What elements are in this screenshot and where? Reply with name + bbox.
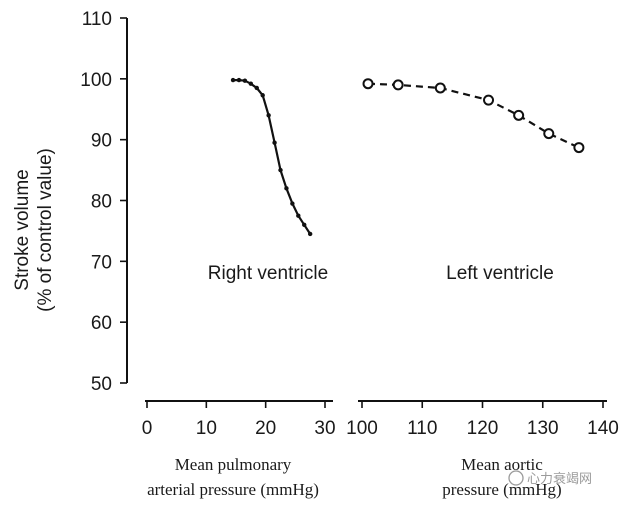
x-tick-label: 10 [196,418,217,439]
panel-label-left-ventricle: Left ventricle [446,263,554,284]
panel-label-right-ventricle: Right ventricle [208,263,328,284]
x-tick-label: 30 [314,418,335,439]
data-point-left-ventricle [543,128,555,140]
data-point-right-ventricle [242,78,248,83]
data-point-right-ventricle [260,93,265,98]
y-tick-label: 50 [91,374,112,395]
data-point-right-ventricle [272,140,277,145]
y-tick-label: 110 [82,9,112,30]
y-tick-label: 100 [80,70,112,91]
x-tick-label: 120 [467,418,499,439]
data-point-right-ventricle [302,222,307,228]
x-ticks: 0 10 20 30 100 110 120 130 140 [142,401,619,439]
x-axis-label-right-line-2: arterial pressure (mmHg) [147,480,319,499]
series-layer [230,77,585,237]
data-point-right-ventricle [296,213,301,218]
data-point-right-ventricle [236,77,242,83]
data-point-right-ventricle [284,186,289,191]
y-tick-label: 80 [91,192,112,213]
watermark-text: 心力衰竭网 [527,471,592,487]
x-tick-label: 20 [255,418,276,439]
data-point-left-ventricle [513,109,525,121]
x-axis-label-left-line-1: Mean aortic [461,455,543,474]
watermark-logo-icon [508,470,524,486]
data-point-right-ventricle [266,113,271,118]
watermark: 心力衰竭网 [508,470,592,487]
y-axis-label-line-2: (% of control value) [35,148,56,312]
data-point-right-ventricle [248,81,254,86]
x-tick-label: 130 [527,418,559,439]
y-axis-label: Stroke volume (% of control value) [12,148,56,312]
x-tick-label: 140 [587,418,619,439]
data-point-left-ventricle [573,142,585,154]
x-tick-label: 110 [407,418,437,439]
y-tick-label: 70 [91,252,112,273]
data-point-right-ventricle [307,231,313,237]
data-point-left-ventricle [392,79,404,91]
data-point-right-ventricle [254,85,259,91]
data-point-left-ventricle [483,94,495,106]
x-axis-label-right-line-1: Mean pulmonary [175,455,292,474]
y-axis-label-line-1: Stroke volume [12,169,33,290]
x-tick-label: 100 [346,418,378,439]
data-point-left-ventricle [362,78,374,90]
data-point-right-ventricle [278,167,283,173]
series-line-right-ventricle [233,79,312,235]
y-tick-label: 60 [91,313,112,334]
data-point-right-ventricle [230,77,236,83]
x-tick-label: 0 [142,418,153,439]
data-point-right-ventricle [290,201,295,206]
y-tick-label: 90 [91,131,112,152]
y-ticks: 50 60 70 80 90 100 110 [80,9,127,395]
data-point-left-ventricle [434,82,446,94]
x-axis-label-left-line-2: pressure (mmHg) [442,480,561,499]
